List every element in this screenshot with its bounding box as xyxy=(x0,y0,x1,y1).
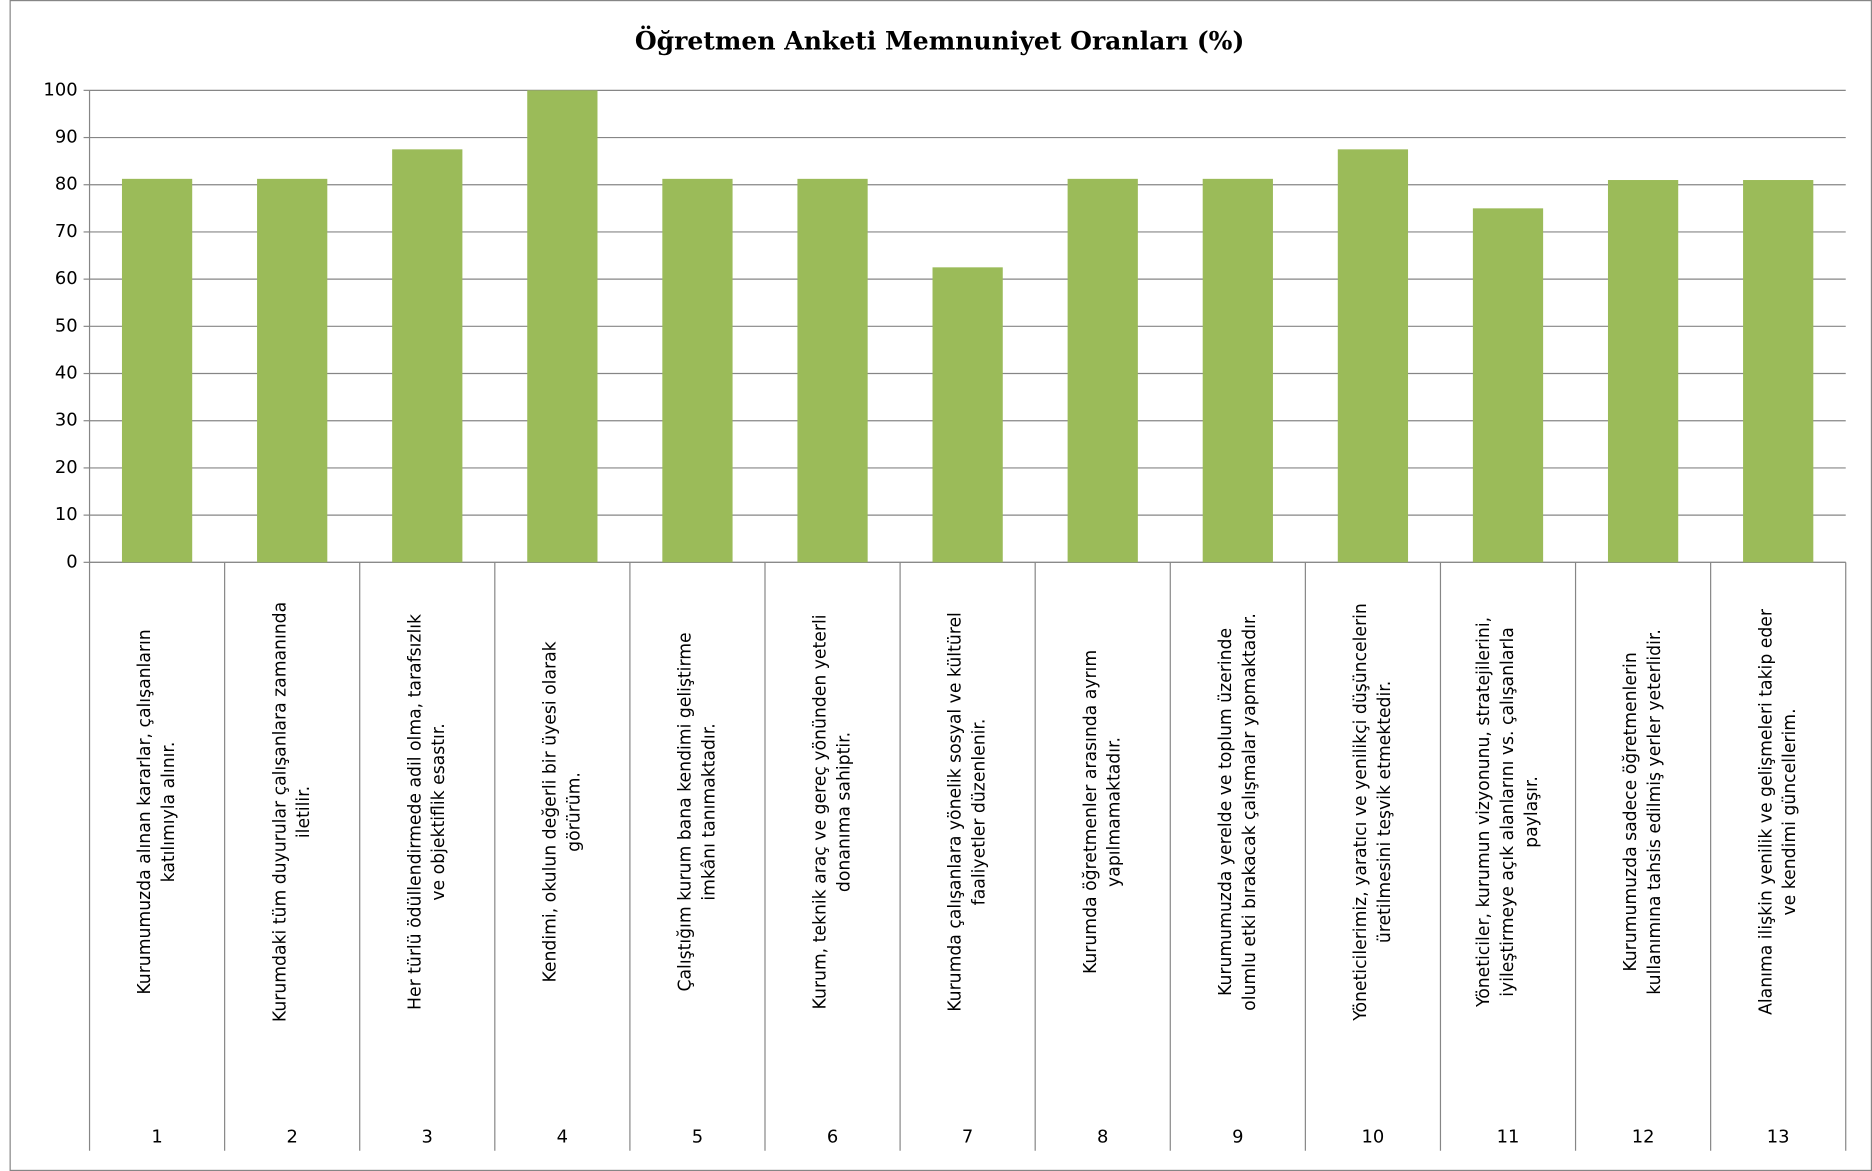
statement-line: paylaşır. xyxy=(1522,776,1542,848)
bar xyxy=(1202,178,1273,563)
x-tick-label: 3 xyxy=(422,1127,433,1148)
x-tick-label: 6 xyxy=(827,1127,838,1148)
statement-line: Kurumumuzda sadece öğretmenlerin xyxy=(1621,652,1641,971)
statement-line: donanıma sahiptir. xyxy=(834,732,854,892)
y-tick-label: 100 xyxy=(43,79,77,100)
x-tick-label: 2 xyxy=(286,1127,297,1148)
statement-line: Kurumda öğretmenler arasında ayrım xyxy=(1081,650,1101,974)
y-tick-label: 70 xyxy=(55,221,78,242)
x-tick-label: 12 xyxy=(1632,1127,1655,1148)
statement-line: Kurumumuzda yerelde ve toplum üzerinde xyxy=(1216,628,1236,996)
statement-line: Her türlü ödüllendirmede adil olma, tara… xyxy=(405,614,425,1010)
bar xyxy=(1472,208,1544,563)
bar xyxy=(1337,149,1409,563)
statement-line: katılımıyla alınır. xyxy=(159,742,179,883)
x-tick-label: 7 xyxy=(962,1127,973,1148)
statement: Alanıma ilişkin yenilik ve gelişmeleri t… xyxy=(1756,608,1800,1015)
bar xyxy=(121,178,193,563)
x-tick-label: 11 xyxy=(1497,1127,1520,1148)
statement-line: ve kendimi güncellerim. xyxy=(1780,708,1800,915)
x-tick-label: 5 xyxy=(692,1127,703,1148)
statement: Kurumumuzda alınan kararlar, çalışanları… xyxy=(135,629,179,994)
x-tick-label: 10 xyxy=(1362,1127,1385,1148)
y-tick-label: 0 xyxy=(66,551,77,572)
x-tick-label: 4 xyxy=(557,1127,568,1148)
y-tick-label: 20 xyxy=(55,457,78,478)
statement-line: iletilir. xyxy=(294,786,314,838)
statement-line: imkânı tanımaktadır. xyxy=(699,723,719,900)
statement-line: Alanıma ilişkin yenilik ve gelişmeleri t… xyxy=(1756,608,1776,1015)
bar xyxy=(1607,180,1679,563)
statement: Yöneticilerimiz, yaratıcı ve yenilikçi d… xyxy=(1351,603,1395,1022)
statement-line: Kurumdaki tüm duyurular çalışanlara zama… xyxy=(270,602,290,1022)
statement-line: olumlu etki bırakacak çalışmalar yapmakt… xyxy=(1240,613,1260,1011)
statement: Yöneticiler, kurumun vizyonunu, strateji… xyxy=(1474,617,1542,1008)
statement-line: ve objektiflik esastır. xyxy=(429,723,449,900)
x-tick-label: 13 xyxy=(1767,1127,1790,1148)
y-tick-label: 50 xyxy=(55,315,78,336)
statement-line: Çalıştığım kurum bana kendimi geliştirme xyxy=(675,632,695,991)
statement-line: Kurumumuzda alınan kararlar, çalışanları… xyxy=(135,629,155,994)
bar xyxy=(392,149,463,563)
statement-line: kullanımına tahsis edilmiş yerler yeterl… xyxy=(1645,629,1665,995)
y-tick-label: 90 xyxy=(55,127,78,148)
bar xyxy=(527,90,598,563)
statement: Çalıştığım kurum bana kendimi geliştirme… xyxy=(675,632,719,991)
bar xyxy=(932,267,1003,563)
statement: Kendimi, okulun değerli bir üyesi olarak… xyxy=(540,641,584,982)
statement: Her türlü ödüllendirmede adil olma, tara… xyxy=(405,614,449,1010)
bar xyxy=(1743,180,1814,563)
bar xyxy=(797,178,868,563)
statement-line: iyileştirmeye açık alanlarını vs. çalışa… xyxy=(1498,627,1518,997)
bar xyxy=(662,178,733,563)
y-tick-label: 80 xyxy=(55,174,78,195)
statement: Kurum, teknik araç ve gereç yönünden yet… xyxy=(811,614,855,1009)
y-tick-label: 10 xyxy=(55,504,78,525)
bar xyxy=(1067,178,1138,563)
statement-line: Yöneticiler, kurumun vizyonunu, strateji… xyxy=(1474,617,1494,1008)
statement-line: görürüm. xyxy=(564,772,584,852)
y-tick-label: 60 xyxy=(55,268,78,289)
statement-line: Yöneticilerimiz, yaratıcı ve yenilikçi d… xyxy=(1351,603,1371,1022)
chart-title: Öğretmen Anketi Memnuniyet Oranları (%) xyxy=(635,26,1245,55)
statement-line: Kurumda çalışanlara yönelik sosyal ve kü… xyxy=(946,612,966,1012)
statement: Kurumdaki tüm duyurular çalışanlara zama… xyxy=(270,602,314,1022)
x-tick-label: 8 xyxy=(1097,1127,1108,1148)
statement-line: yapılmamaktadır. xyxy=(1105,737,1125,887)
statement-line: faaliyetler düzenlenir. xyxy=(970,719,990,906)
x-tick-label: 1 xyxy=(151,1127,162,1148)
statement-line: üretilmesini teşvik etmektedir. xyxy=(1375,681,1395,943)
statement-line: Kurum, teknik araç ve gereç yönünden yet… xyxy=(811,614,831,1009)
statement: Kurumumuzda sadece öğretmenlerin kullanım… xyxy=(1621,629,1665,995)
statement: Kurumumuzda yerelde ve toplum üzerinde ol… xyxy=(1216,613,1260,1011)
statement: Kurumda öğretmenler arasında ayrım yapılm… xyxy=(1081,650,1125,974)
statement-line: Kendimi, okulun değerli bir üyesi olarak xyxy=(540,641,560,982)
y-tick-label: 40 xyxy=(55,363,78,384)
bar xyxy=(257,178,328,563)
y-tick-label: 30 xyxy=(55,410,78,431)
statement: Kurumda çalışanlara yönelik sosyal ve kü… xyxy=(946,612,990,1012)
x-tick-label: 9 xyxy=(1232,1127,1243,1148)
